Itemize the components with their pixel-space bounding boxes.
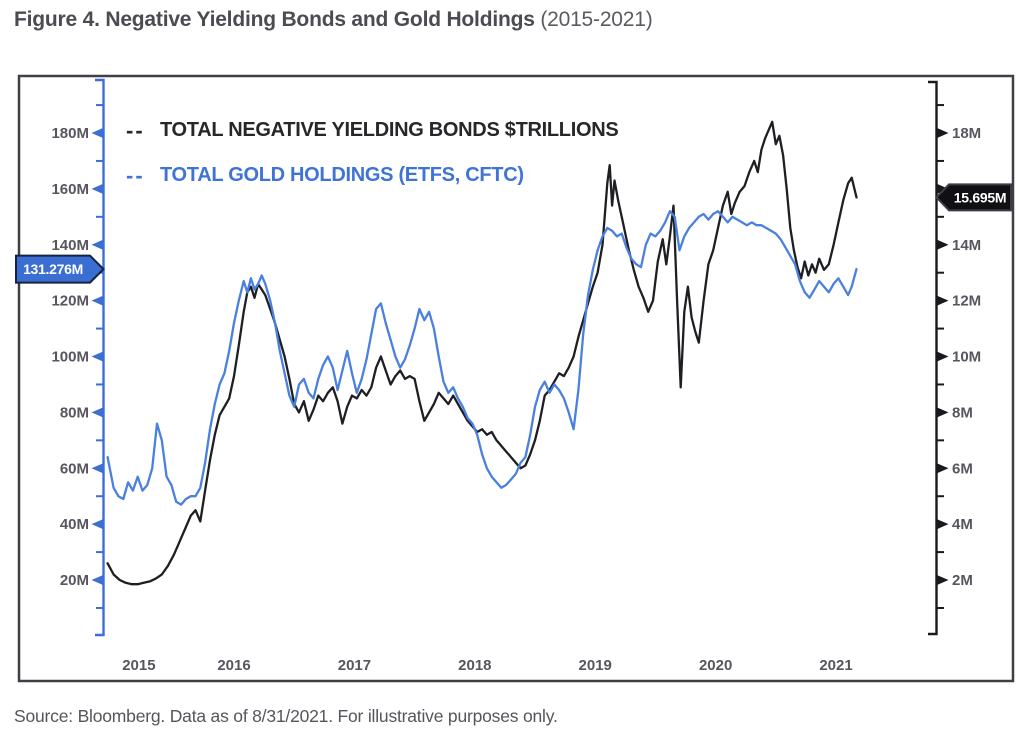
left-axis: 20M 40M 60M 80M 100M 120M 140M 160M 180M xyxy=(51,78,105,637)
series-line-gold xyxy=(106,210,858,506)
gold-line-swatch: -- xyxy=(126,162,145,188)
left-axis-tick-label: 160M xyxy=(51,181,89,198)
right-axis-tick-label: 6M xyxy=(952,460,973,477)
series-line-bonds xyxy=(106,120,858,586)
right-axis-tick-label: 18M xyxy=(952,125,981,142)
x-axis-year-label: 2020 xyxy=(699,657,732,674)
figure-title-period: (2015-2021) xyxy=(534,8,653,31)
badge-value: 15.695M xyxy=(954,189,1006,205)
right-axis-tick-label: 14M xyxy=(952,237,981,254)
figure-title: Figure 4. Negative Yielding Bonds and Go… xyxy=(14,8,653,32)
source-note: Source: Bloomberg. Data as of 8/31/2021.… xyxy=(14,706,558,726)
right-axis-tick-label: 4M xyxy=(952,516,973,533)
x-axis-year-label: 2018 xyxy=(458,657,491,674)
right-axis-tick-label: 2M xyxy=(952,572,973,589)
left-axis-tick-label: 40M xyxy=(60,516,89,533)
chart-legend: -- TOTAL NEGATIVE YIELDING BONDS $TRILLI… xyxy=(126,108,619,198)
left-axis-tick-label: 80M xyxy=(60,404,89,421)
right-axis-tick-label: 8M xyxy=(952,404,973,421)
right-axis-tick-label: 10M xyxy=(952,349,981,366)
x-axis-year-label: 2021 xyxy=(819,657,852,674)
plot-frame xyxy=(17,74,1015,683)
x-axis-year-label: 2015 xyxy=(122,657,155,674)
x-axis-year-label: 2017 xyxy=(338,657,371,674)
left-axis-tick-label: 120M xyxy=(51,293,89,310)
right-axis-tick-label: 12M xyxy=(952,293,981,310)
left-axis-tick-label: 20M xyxy=(60,572,89,589)
x-axis-year-labels: 2015 2016 2017 2018 2019 2020 2021 xyxy=(122,657,852,674)
right-axis-value-badge: 15.695M xyxy=(935,183,1012,212)
legend-item-gold: -- TOTAL GOLD HOLDINGS (ETFS, CFTC) xyxy=(126,153,618,198)
figure-title-main: Figure 4. Negative Yielding Bonds and Go… xyxy=(14,8,535,31)
legend-label-gold: TOTAL GOLD HOLDINGS (ETFS, CFTC) xyxy=(160,164,524,186)
badge-value: 131.276M xyxy=(23,261,83,277)
x-axis-year-label: 2019 xyxy=(579,657,612,674)
x-axis-year-label: 2016 xyxy=(217,657,250,674)
left-axis-tick-label: 140M xyxy=(51,237,89,254)
legend-item-bonds: -- TOTAL NEGATIVE YIELDING BONDS $TRILLI… xyxy=(126,108,619,153)
left-axis-value-badge: 131.276M xyxy=(15,254,105,284)
bonds-line-swatch: -- xyxy=(126,117,145,143)
left-axis-tick-label: 60M xyxy=(60,460,89,477)
legend-label-bonds: TOTAL NEGATIVE YIELDING BONDS $TRILLIONS xyxy=(160,119,619,141)
right-axis: 2M4M6M8M10M12M14M16M18M xyxy=(928,80,981,636)
left-axis-tick-label: 100M xyxy=(51,349,89,366)
left-axis-tick-label: 180M xyxy=(51,125,89,142)
